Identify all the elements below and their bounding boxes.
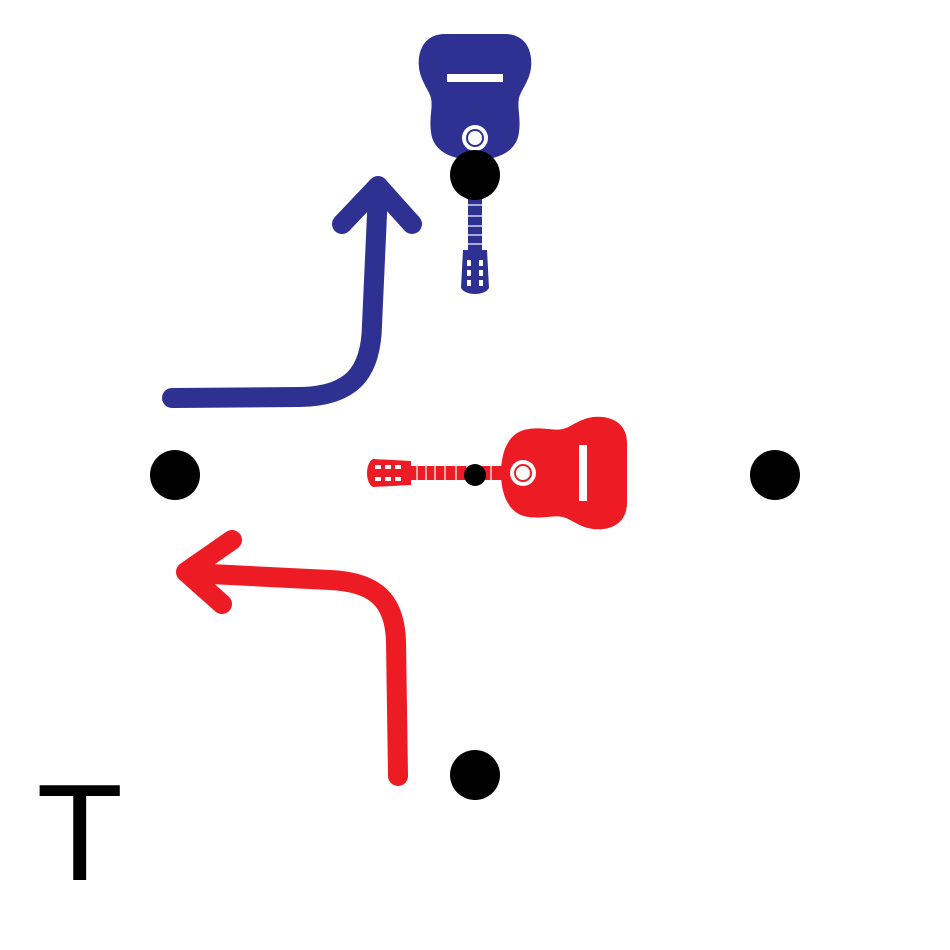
corner-label: T xyxy=(40,759,120,911)
red-guitar-icon xyxy=(367,416,627,530)
blue-curved-arrow-icon xyxy=(162,176,422,408)
blue-guitar-icon xyxy=(418,34,532,294)
dot-right xyxy=(750,450,800,500)
dot-bottom xyxy=(450,750,500,800)
dot-left xyxy=(150,450,200,500)
dot-center xyxy=(464,464,486,486)
red-curved-arrow-icon xyxy=(176,530,408,786)
dot-top xyxy=(450,150,500,200)
